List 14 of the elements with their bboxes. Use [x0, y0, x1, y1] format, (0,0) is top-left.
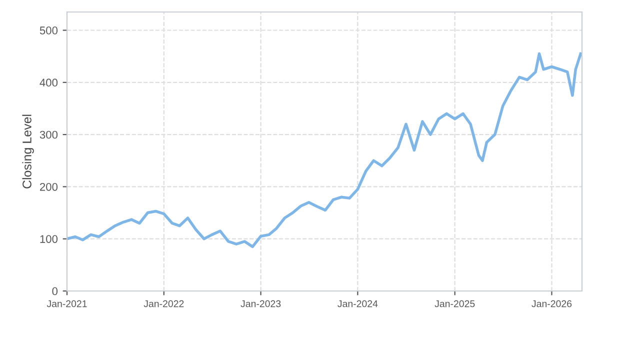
y-tick-label: 100: [40, 235, 58, 243]
x-tick-label: Jan-2022: [144, 300, 184, 308]
y-tick-label: 300: [40, 130, 58, 139]
x-tick-label: Jan-2025: [434, 300, 475, 308]
x-tick-label: Jan-2026: [532, 300, 572, 308]
y-tick-label: 400: [40, 78, 58, 87]
y-tick-label: 500: [40, 26, 58, 34]
y-tick-label: 200: [40, 182, 58, 191]
x-tick-label: Jan-2023: [240, 300, 281, 308]
line-series: [67, 52, 582, 248]
x-tick-label: Jan-2021: [46, 300, 87, 308]
x-tick-label: Jan-2024: [338, 300, 378, 308]
y-axis-title: Closing Level: [22, 114, 34, 188]
y-tick-label: 0: [52, 287, 58, 296]
